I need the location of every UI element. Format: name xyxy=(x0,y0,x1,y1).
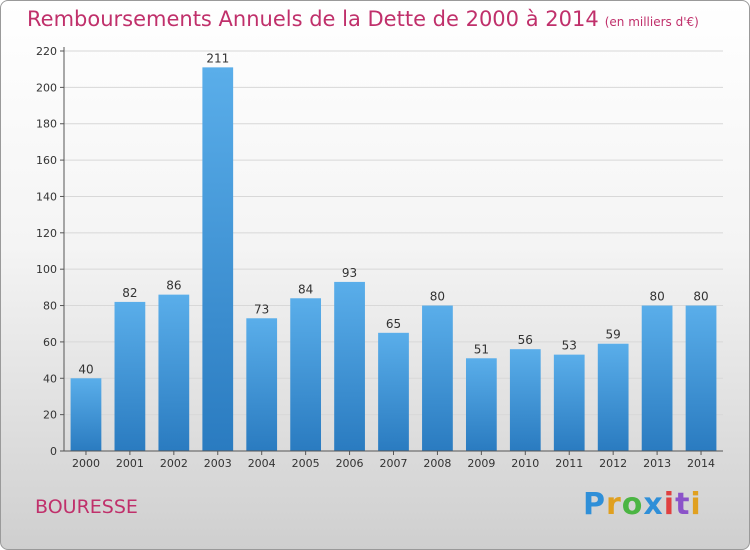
chart-subtitle: (en milliers d'€) xyxy=(604,15,699,29)
data-label: 53 xyxy=(562,339,577,353)
x-tick-label: 2008 xyxy=(423,457,451,470)
logo-letter: i xyxy=(690,487,702,522)
x-tick-label: 2007 xyxy=(380,457,408,470)
chart-title: Remboursements Annuels de la Dette de 20… xyxy=(27,7,699,31)
data-label: 82 xyxy=(122,286,137,300)
bar-2006 xyxy=(334,281,365,451)
data-label: 93 xyxy=(342,266,357,280)
data-label: 86 xyxy=(166,279,181,293)
data-label: 56 xyxy=(518,333,533,347)
bar-2001 xyxy=(114,301,146,451)
x-tick-label: 2005 xyxy=(292,457,320,470)
x-tick-label: 2002 xyxy=(160,457,188,470)
data-labels: 40 82 86 211 73 84 93 65 80 51 56 53 59 80 80 xyxy=(78,51,708,376)
axes: 0 20 40 60 80 100 120 140 160 180 200 220 2000 2001 20… xyxy=(36,45,723,470)
bar-2011 xyxy=(553,354,585,451)
data-label: 80 xyxy=(430,290,445,304)
logo-letter: P xyxy=(583,487,606,522)
x-tick-label: 2011 xyxy=(555,457,583,470)
bars xyxy=(70,67,717,451)
chart-title-text: Remboursements Annuels de la Dette de 20… xyxy=(27,7,599,31)
x-tick-label: 2012 xyxy=(599,457,627,470)
data-label: 65 xyxy=(386,317,401,331)
logo-letter: o xyxy=(621,487,644,522)
logo-letter: t xyxy=(675,487,691,522)
y-tick-label: 140 xyxy=(36,190,57,203)
x-tick-label: 2006 xyxy=(336,457,364,470)
data-label: 73 xyxy=(254,302,269,316)
data-label: 40 xyxy=(78,362,93,376)
bar-2003 xyxy=(202,67,234,451)
x-tick-label: 2014 xyxy=(687,457,715,470)
bar-2004 xyxy=(246,318,278,451)
bar-2010 xyxy=(509,349,541,451)
y-tick-label: 20 xyxy=(43,409,57,422)
x-tick-label: 2009 xyxy=(467,457,495,470)
bar-2014 xyxy=(685,305,717,451)
data-label: 84 xyxy=(298,282,313,296)
bar-2002 xyxy=(158,294,190,451)
y-tick-label: 40 xyxy=(43,372,57,385)
bar-2012 xyxy=(597,343,629,451)
data-label: 80 xyxy=(693,290,708,304)
x-tick-label: 2013 xyxy=(643,457,671,470)
y-tick-label: 180 xyxy=(36,118,57,131)
bar-2013 xyxy=(641,305,673,451)
data-label: 80 xyxy=(649,290,664,304)
bar-2009 xyxy=(465,358,497,451)
y-tick-label: 60 xyxy=(43,336,57,349)
commune-name: BOURESSE xyxy=(35,496,138,518)
logo-letter: i xyxy=(663,487,676,522)
bar-2005 xyxy=(290,298,322,451)
y-tick-label: 0 xyxy=(50,445,57,458)
x-tick-label: 2004 xyxy=(248,457,276,470)
bar-2008 xyxy=(422,305,453,451)
y-tick-label: 100 xyxy=(36,263,57,276)
x-tick-label: 2001 xyxy=(116,457,144,470)
logo-letter: r xyxy=(606,487,622,522)
x-tick-label: 2010 xyxy=(511,457,539,470)
data-label: 211 xyxy=(206,51,229,65)
bar-2000 xyxy=(70,378,102,451)
y-tick-label: 220 xyxy=(36,45,57,58)
x-tick-label: 2000 xyxy=(72,457,100,470)
data-label: 51 xyxy=(474,342,489,356)
proxiti-logo[interactable]: Proxiti xyxy=(583,487,702,522)
x-tick-label: 2003 xyxy=(204,457,232,470)
y-tick-label: 200 xyxy=(36,81,57,94)
y-tick-label: 120 xyxy=(36,227,57,240)
bar-2007 xyxy=(378,332,409,451)
y-tick-label: 160 xyxy=(36,154,57,167)
y-tick-label: 80 xyxy=(43,300,57,313)
data-label: 59 xyxy=(606,328,621,342)
logo-letter: x xyxy=(643,487,664,522)
